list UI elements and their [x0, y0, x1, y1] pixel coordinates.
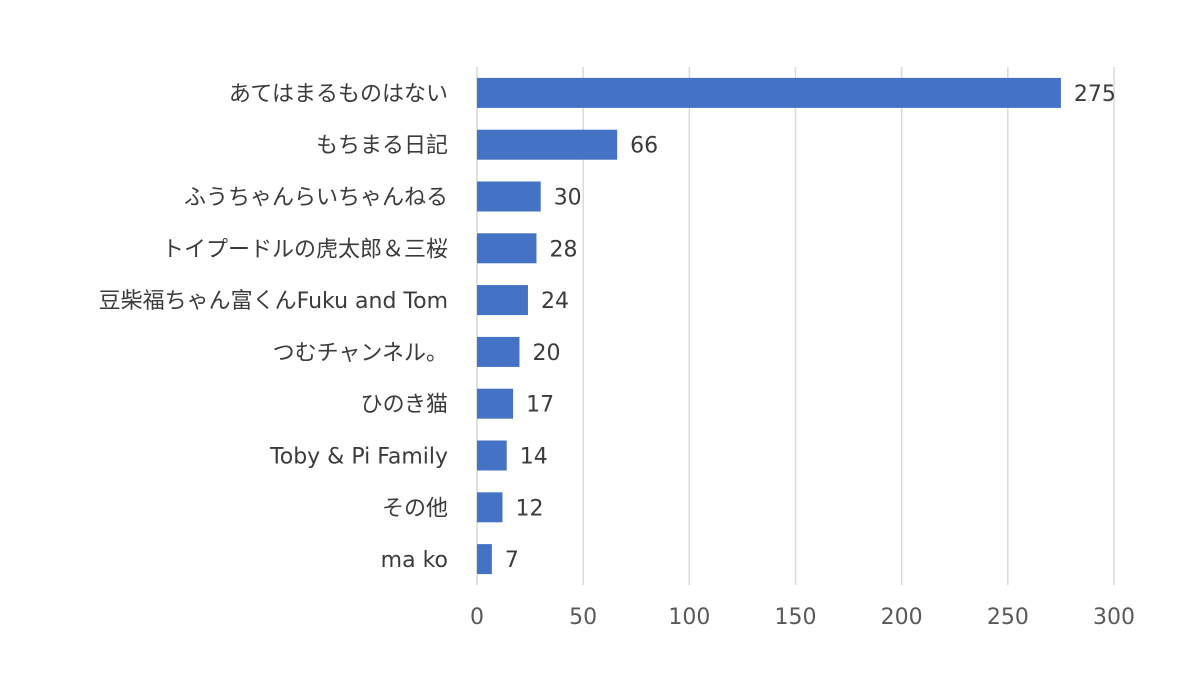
- data-label: 20: [532, 341, 560, 366]
- category-label: ひのき猫: [361, 393, 448, 418]
- bar: [477, 77, 1061, 108]
- data-label: 7: [505, 548, 519, 573]
- x-tick-label: 50: [569, 605, 597, 630]
- data-label: 14: [520, 445, 548, 470]
- x-tick-label: 150: [775, 605, 817, 630]
- category-label: その他: [382, 496, 448, 521]
- category-label: もちまる日記: [316, 134, 448, 159]
- x-tick-label: 300: [1093, 605, 1135, 630]
- bar: [477, 233, 537, 264]
- bar: [477, 285, 528, 316]
- value-labels: 275 66 30 28 24 20 17 14 12 7: [505, 82, 1116, 573]
- data-label: 66: [630, 134, 658, 159]
- bars: [477, 77, 1061, 575]
- x-tick-label: 200: [881, 605, 923, 630]
- x-axis-tick-labels: 0 50 100 150 200 250 300: [470, 605, 1135, 630]
- category-label: あてはまるものはない: [229, 82, 448, 107]
- category-label: つむチャンネル。: [273, 341, 448, 366]
- bar: [477, 181, 541, 212]
- data-label: 30: [554, 186, 582, 211]
- bar: [477, 544, 492, 575]
- data-label: 12: [515, 496, 543, 521]
- bar: [477, 336, 520, 367]
- data-label: 17: [526, 393, 554, 418]
- category-label: 豆柴福ちゃん富くんFuku and Tom: [99, 289, 448, 314]
- data-label: 28: [549, 237, 577, 262]
- bar: [477, 129, 618, 160]
- category-label: Toby & Pi Family: [269, 445, 448, 470]
- data-label: 24: [541, 289, 569, 314]
- category-label: トイプードルの虎太郎＆三桜: [162, 237, 448, 262]
- x-tick-label: 100: [668, 605, 710, 630]
- x-tick-label: 250: [987, 605, 1029, 630]
- category-labels: あてはまるものはないもちまる日記ふうちゃんらいちゃんねるトイプードルの虎太郎＆三…: [99, 82, 448, 573]
- category-label: ふうちゃんらいちゃんねる: [184, 186, 448, 211]
- bar: [477, 492, 503, 523]
- data-label: 275: [1074, 82, 1116, 107]
- bar: [477, 388, 514, 419]
- bar: [477, 440, 507, 471]
- x-tick-label: 0: [470, 605, 484, 630]
- category-label: ma ko: [381, 548, 448, 573]
